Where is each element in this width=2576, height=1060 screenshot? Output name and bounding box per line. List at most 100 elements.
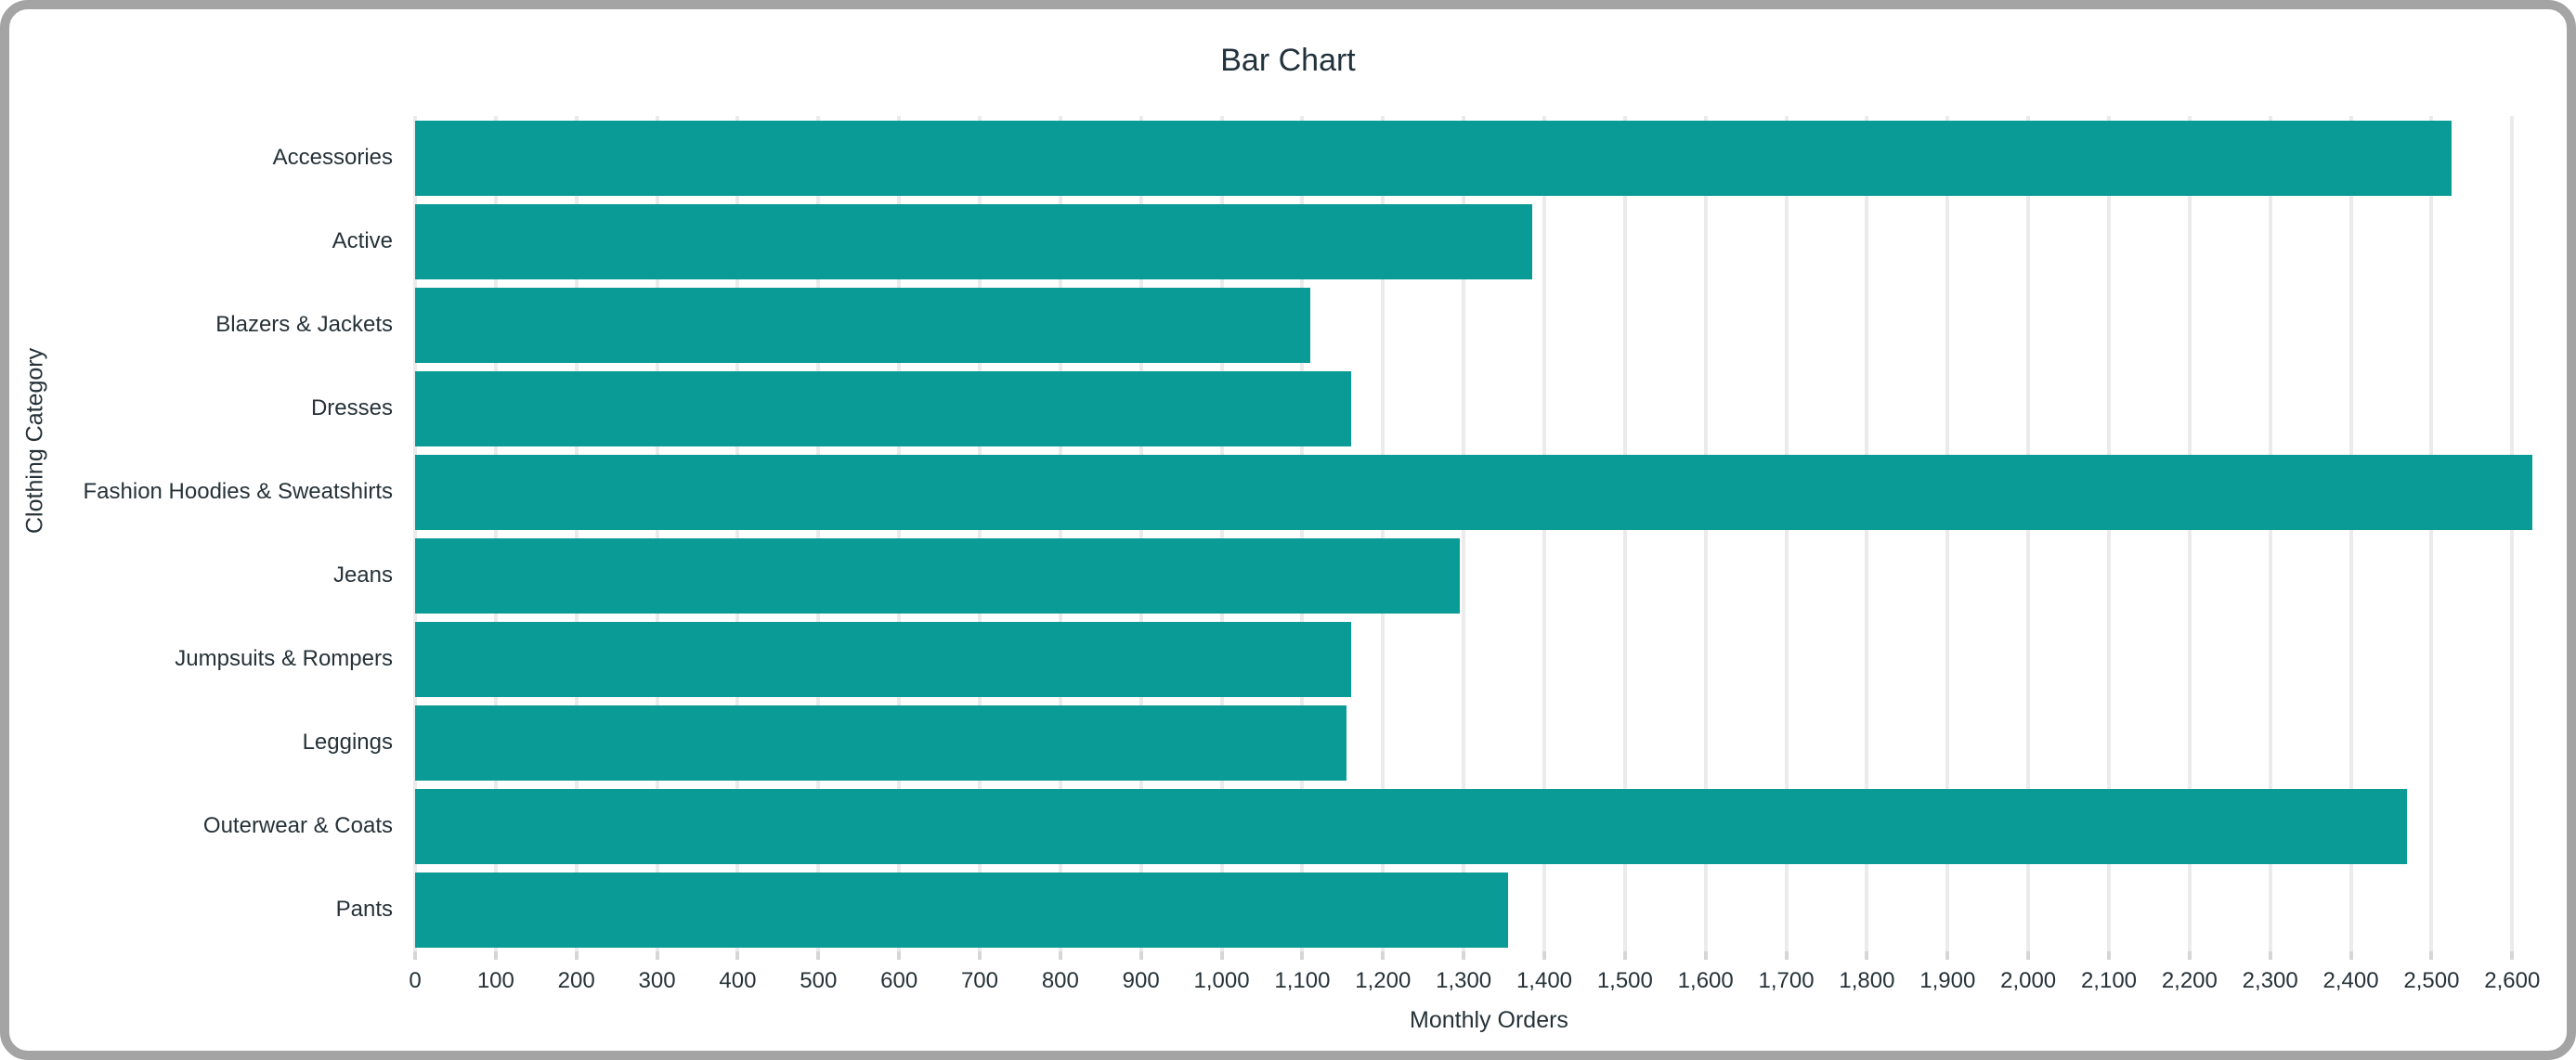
x-tickmark-400 [735, 951, 740, 960]
x-tickmark-1800 [1865, 951, 1869, 960]
x-tickmark-1000 [1219, 951, 1224, 960]
gridline-x-1900 [1945, 116, 1950, 951]
x-tickmark-1500 [1622, 951, 1627, 960]
x-tick-label: 900 [1122, 968, 1160, 993]
gridline-x-1500 [1622, 116, 1627, 951]
x-tickmark-2500 [2429, 951, 2434, 960]
x-tickmark-500 [816, 951, 821, 960]
y-tick-label: Dresses [310, 395, 393, 420]
x-tickmark-1900 [1945, 951, 1950, 960]
gridline-x-1300 [1462, 116, 1466, 951]
gridline-x-2600 [2510, 116, 2515, 951]
x-tickmark-700 [977, 951, 982, 960]
x-tick-label: 2,000 [2000, 968, 2057, 993]
bar-fashion-hoodies-sweatshirts[interactable] [415, 454, 2532, 530]
y-tick-label: Active [332, 228, 393, 253]
x-tick-label: 700 [960, 968, 999, 993]
y-tick-label: Blazers & Jackets [215, 312, 393, 337]
x-tick-label: 500 [800, 968, 838, 993]
bar-jeans[interactable] [415, 537, 1460, 614]
x-tickmark-2100 [2106, 951, 2111, 960]
x-tickmark-2000 [2026, 951, 2031, 960]
gridline-x-900 [1138, 116, 1143, 951]
x-tick-label: 1,500 [1596, 968, 1653, 993]
bar-jumpsuits-rompers[interactable] [415, 621, 1351, 697]
gridline-x-400 [735, 116, 740, 951]
gridline-x-1100 [1300, 116, 1305, 951]
x-tickmark-2200 [2187, 951, 2192, 960]
x-tickmark-300 [655, 951, 659, 960]
y-tick-label: Jeans [332, 562, 393, 588]
gridline-x-1200 [1381, 116, 1386, 951]
gridline-x-2300 [2268, 116, 2272, 951]
x-tick-label: 800 [1041, 968, 1079, 993]
x-tickmark-1300 [1462, 951, 1466, 960]
bar-blazers-jackets[interactable] [415, 287, 1311, 363]
x-tickmark-1600 [1703, 951, 1708, 960]
x-tick-label: 200 [557, 968, 595, 993]
y-tick-label: Accessories [272, 145, 393, 170]
x-tickmark-600 [897, 951, 902, 960]
gridline-x-1600 [1703, 116, 1708, 951]
bar-outerwear-coats[interactable] [415, 788, 2408, 864]
gridline-x-2100 [2106, 116, 2111, 951]
x-tickmark-800 [1058, 951, 1062, 960]
x-tickmark-1400 [1542, 951, 1546, 960]
x-tick-label: 600 [880, 968, 918, 993]
x-tick-label: 1,400 [1516, 968, 1573, 993]
x-tick-label: 2,100 [2080, 968, 2138, 993]
gridline-x-0 [413, 116, 417, 951]
gridline-x-200 [574, 116, 579, 951]
x-tick-label: 1,100 [1274, 968, 1331, 993]
x-tick-label: 0 [409, 968, 422, 993]
x-tickmark-2300 [2268, 951, 2272, 960]
x-tick-label: 1,700 [1758, 968, 1815, 993]
gridline-x-800 [1058, 116, 1062, 951]
x-tickmark-1200 [1381, 951, 1386, 960]
gridline-x-2200 [2187, 116, 2192, 951]
bar-pants[interactable] [415, 872, 1508, 948]
bar-accessories[interactable] [415, 120, 2452, 196]
gridline-x-1800 [1865, 116, 1869, 951]
x-tickmark-2600 [2510, 951, 2515, 960]
x-tick-label: 2,400 [2322, 968, 2379, 993]
x-tick-label: 1,200 [1355, 968, 1412, 993]
gridline-x-1400 [1542, 116, 1546, 951]
x-tickmark-1700 [1784, 951, 1789, 960]
gridline-x-1000 [1219, 116, 1224, 951]
gridline-x-1700 [1784, 116, 1789, 951]
x-tick-label: 400 [719, 968, 757, 993]
x-tick-label: 300 [638, 968, 676, 993]
x-tickmark-2400 [2348, 951, 2353, 960]
bar-active[interactable] [415, 203, 1532, 279]
x-tick-label: 2,600 [2484, 968, 2541, 993]
gridline-x-2000 [2026, 116, 2031, 951]
gridline-x-2400 [2348, 116, 2353, 951]
x-tick-label: 1,600 [1677, 968, 1734, 993]
plot-area [413, 116, 2563, 960]
x-tick-label: 1,000 [1193, 968, 1250, 993]
y-tick-label: Pants [335, 897, 393, 922]
x-tick-label: 2,300 [2242, 968, 2298, 993]
gridline-x-300 [655, 116, 659, 951]
gridline-x-100 [493, 116, 498, 951]
x-tickmark-100 [493, 951, 498, 960]
bar-dresses[interactable] [415, 370, 1351, 446]
y-tick-label: Fashion Hoodies & Sweatshirts [83, 479, 394, 504]
x-tick-label: 1,300 [1436, 968, 1492, 993]
x-axis-title: Monthly Orders [1410, 1007, 1568, 1033]
x-tick-label: 100 [476, 968, 514, 993]
chart-title: Bar Chart [1220, 43, 1356, 78]
x-tick-label: 2,500 [2403, 968, 2460, 993]
x-tickmark-900 [1138, 951, 1143, 960]
y-tick-label: Jumpsuits & Rompers [175, 646, 393, 671]
y-tick-label: Leggings [302, 730, 393, 755]
y-tick-label: Outerwear & Coats [202, 813, 393, 838]
x-tickmark-0 [413, 951, 417, 960]
x-tick-label: 2,200 [2161, 968, 2218, 993]
x-tick-label: 1,900 [1919, 968, 1976, 993]
x-tickmark-200 [574, 951, 579, 960]
gridline-x-600 [897, 116, 902, 951]
bar-leggings[interactable] [415, 705, 1347, 781]
